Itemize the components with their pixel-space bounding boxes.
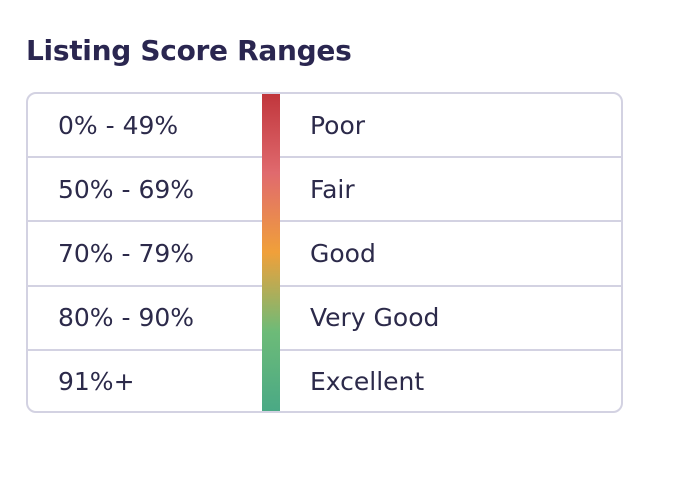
score-label: Fair <box>310 174 355 204</box>
score-range: 0% - 49% <box>58 110 179 140</box>
score-range: 70% - 79% <box>58 238 195 268</box>
page-title: Listing Score Ranges <box>26 34 352 67</box>
score-ranges-table: 0% - 49% Poor 50% - 69% Fair 70% - 79% G… <box>26 92 623 413</box>
table-row: 70% - 79% Good <box>28 222 621 287</box>
score-label: Poor <box>310 110 366 140</box>
score-label: Excellent <box>310 367 425 397</box>
score-label: Very Good <box>310 303 440 333</box>
score-range: 50% - 69% <box>58 174 195 204</box>
table-row: 91%+ Excellent <box>28 351 621 411</box>
table-row: 80% - 90% Very Good <box>28 287 621 351</box>
table-row: 50% - 69% Fair <box>28 158 621 223</box>
table-row: 0% - 49% Poor <box>28 94 621 159</box>
score-gradient-bar <box>262 94 280 411</box>
score-label: Good <box>310 238 376 268</box>
score-range: 80% - 90% <box>58 303 195 333</box>
score-range: 91%+ <box>58 367 135 397</box>
